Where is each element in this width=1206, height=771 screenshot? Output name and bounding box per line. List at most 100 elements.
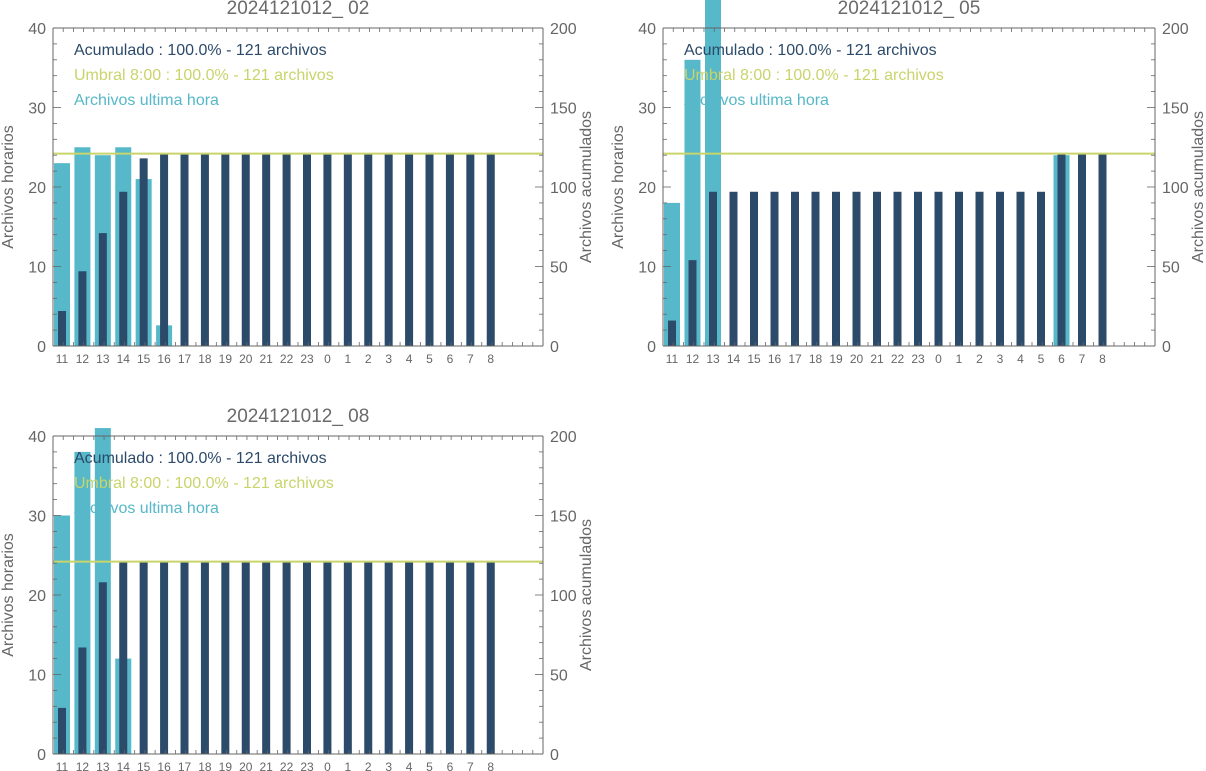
y-axis-left-label: Archivos horarios [0, 533, 17, 657]
x-tick-label: 14 [727, 352, 741, 366]
bar-cumulative [139, 561, 148, 754]
x-tick-label: 7 [467, 760, 474, 771]
x-tick-label: 23 [911, 352, 925, 366]
x-tick-label: 8 [487, 352, 494, 366]
x-tick-label: 8 [487, 760, 494, 771]
y-right-tick-label: 50 [1162, 260, 1180, 277]
y-right-tick-label: 0 [550, 747, 559, 764]
bar-cumulative [323, 561, 332, 754]
bar-cumulative [364, 561, 373, 754]
x-tick-label: 19 [219, 352, 233, 366]
chart-title: 2024121012_ 02 [227, 0, 370, 19]
bar-cumulative [811, 191, 820, 346]
x-tick-label: 6 [447, 760, 454, 771]
bar-cumulative [384, 153, 393, 346]
bar-cumulative [425, 561, 434, 754]
x-tick-label: 11 [666, 352, 679, 366]
bar-hourly [54, 163, 70, 346]
bar-cumulative [200, 153, 209, 346]
x-tick-label: 17 [788, 352, 802, 366]
bar-cumulative [221, 561, 230, 754]
bar-cumulative [1098, 153, 1107, 346]
bar-cumulative [729, 191, 738, 346]
y-right-tick-label: 200 [550, 429, 577, 446]
y-left-tick-label: 20 [28, 588, 46, 605]
bar-cumulative [160, 153, 169, 346]
legend-cumulative: Acumulado : 100.0% - 121 archivos [74, 450, 327, 467]
y-right-tick-label: 100 [550, 588, 577, 605]
legend-hourly: Archivos ultima hora [74, 500, 219, 517]
bar-cumulative [262, 561, 271, 754]
bar-cumulative [893, 191, 902, 346]
y-axis-left-label: Archivos horarios [610, 125, 627, 249]
x-tick-label: 3 [385, 352, 392, 366]
bar-cumulative [98, 233, 107, 346]
bar-cumulative [221, 153, 230, 346]
x-tick-label: 23 [300, 760, 314, 771]
x-tick-label: 1 [344, 352, 351, 366]
y-left-tick-label: 20 [638, 180, 656, 197]
x-tick-label: 16 [768, 352, 782, 366]
x-tick-label: 5 [426, 760, 433, 771]
x-tick-label: 20 [239, 760, 253, 771]
x-tick-label: 14 [117, 352, 131, 366]
legend-threshold: Umbral 8:00 : 100.0% - 121 archivos [684, 67, 944, 84]
bar-cumulative [486, 153, 495, 346]
bar-cumulative [405, 153, 414, 346]
x-tick-label: 5 [1038, 352, 1045, 366]
bar-cumulative [384, 561, 393, 754]
x-tick-label: 22 [280, 760, 294, 771]
bar-cumulative [343, 561, 352, 754]
legend-hourly: Archivos ultima hora [74, 92, 219, 109]
bar-cumulative [303, 153, 311, 346]
bar-cumulative [873, 191, 881, 346]
x-tick-label: 1 [344, 760, 351, 771]
bar-cumulative [58, 707, 66, 754]
x-tick-label: 2 [365, 760, 372, 771]
bar-cumulative [688, 260, 697, 346]
x-tick-label: 18 [198, 760, 212, 771]
bar-cumulative [770, 191, 779, 346]
bar-cumulative [486, 561, 495, 754]
bar-cumulative [119, 561, 128, 754]
bar-cumulative [364, 153, 373, 346]
y-axis-right-label: Archivos acumulados [1190, 111, 1206, 263]
bar-cumulative [241, 153, 250, 346]
bar-cumulative [303, 561, 311, 754]
bar-cumulative [445, 561, 454, 754]
y-left-tick-label: 0 [37, 747, 46, 764]
bar-cumulative [405, 561, 414, 754]
x-tick-label: 3 [385, 760, 392, 771]
bar-cumulative [180, 153, 189, 346]
x-tick-label: 16 [157, 352, 171, 366]
bar-cumulative [1016, 191, 1025, 346]
legend-cumulative: Acumulado : 100.0% - 121 archivos [74, 42, 327, 59]
x-tick-label: 4 [1017, 352, 1024, 366]
y-axis-left-label: Archivos horarios [0, 125, 17, 249]
legend-threshold: Umbral 8:00 : 100.0% - 121 archivos [74, 67, 334, 84]
bar-cumulative [425, 153, 434, 346]
x-tick-label: 0 [324, 352, 331, 366]
bar-cumulative [996, 191, 1004, 346]
x-tick-label: 23 [300, 352, 314, 366]
x-tick-label: 15 [137, 352, 151, 366]
y-axis-right-label: Archivos acumulados [578, 519, 595, 671]
x-tick-label: 7 [467, 352, 474, 366]
y-left-tick-label: 0 [647, 339, 656, 356]
y-left-tick-label: 30 [28, 509, 46, 526]
bar-cumulative [262, 153, 271, 346]
bar-cumulative [750, 191, 758, 346]
x-tick-label: 11 [56, 760, 69, 771]
x-tick-label: 12 [686, 352, 700, 366]
bar-cumulative [914, 191, 922, 346]
x-tick-label: 5 [426, 352, 433, 366]
bar-cumulative [343, 153, 352, 346]
y-right-tick-label: 50 [550, 260, 568, 277]
bar-cumulative [466, 153, 475, 346]
x-tick-label: 19 [219, 760, 233, 771]
x-tick-label: 16 [157, 760, 171, 771]
y-right-tick-label: 50 [550, 668, 568, 685]
x-tick-label: 21 [870, 352, 884, 366]
x-tick-label: 0 [935, 352, 942, 366]
